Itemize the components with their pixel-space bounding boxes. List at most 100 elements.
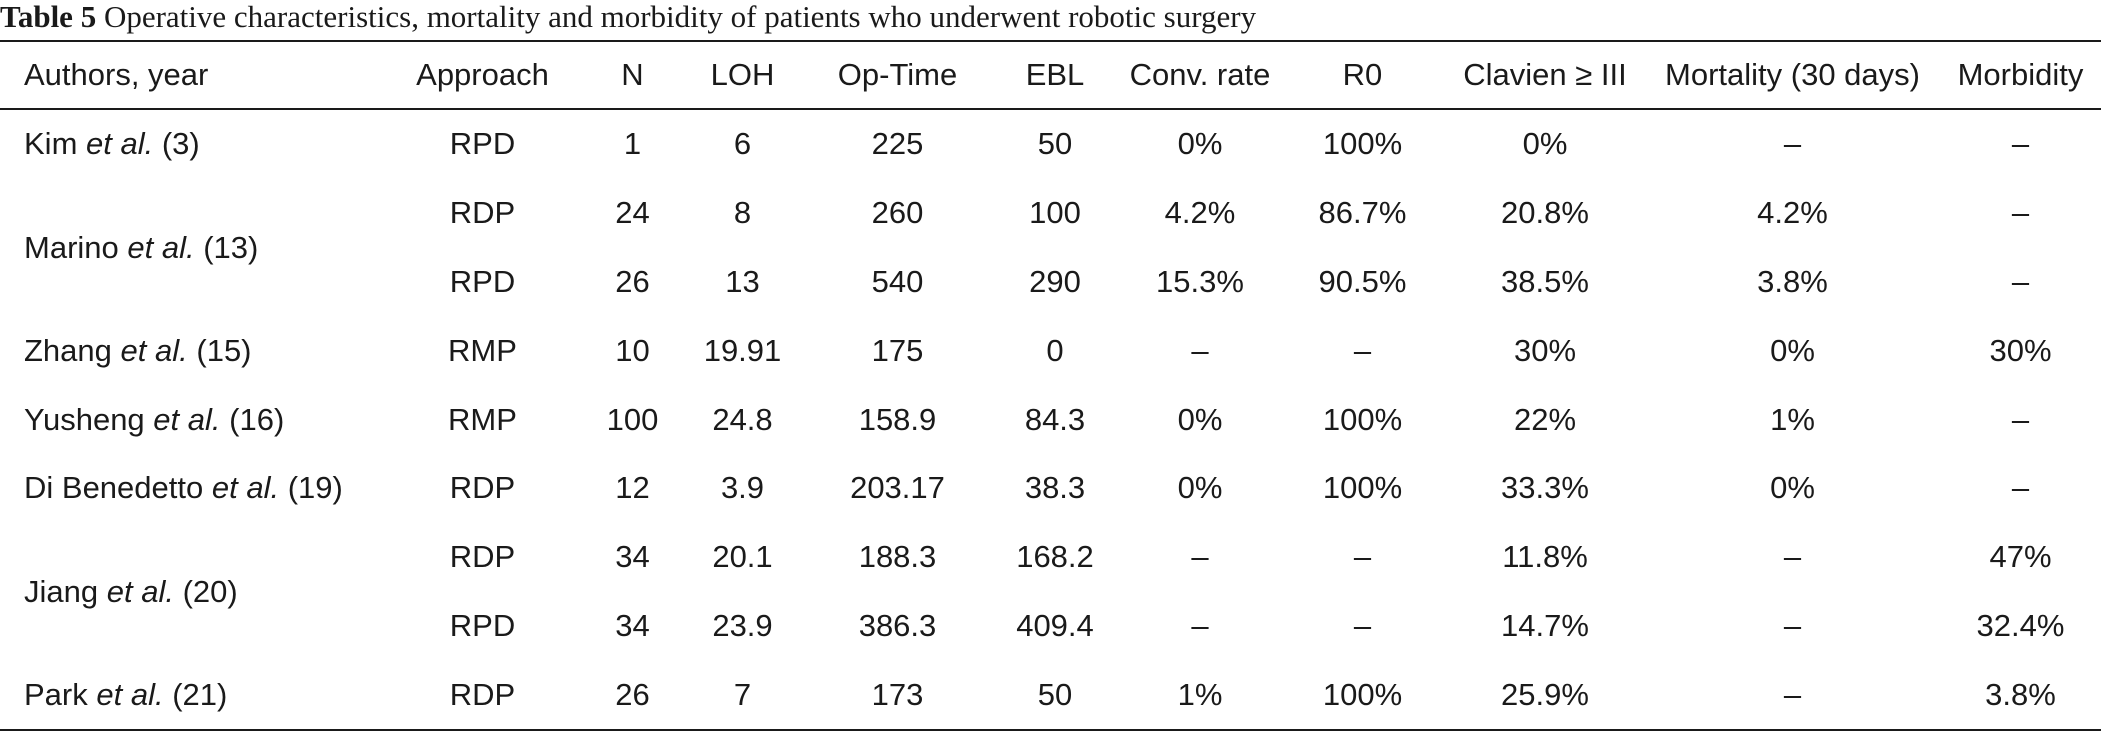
author-name: Jiang [24,573,99,609]
cell-loh: 19.91 [703,332,782,368]
cell-morbidity: 47% [1989,539,2052,575]
author-ref: (16) [229,401,285,437]
author-name: Kim [24,126,78,162]
cell-conv-rate: 0% [1177,470,1223,506]
cell-n: 34 [615,539,650,575]
author-ref: (19) [287,470,343,506]
cell-r0: 100% [1322,401,1403,437]
cell-conv-rate: – [1191,332,1209,368]
cell-op-time: 175 [871,332,924,368]
cell-conv-rate: 0% [1177,126,1223,162]
cell-loh: 20.1 [712,539,773,575]
cell-morbidity: 32.4% [1976,607,2065,643]
cell-n: 26 [615,263,650,299]
author-ref: (13) [203,229,259,265]
table-row: RPD 26 13 540 290 15.3% 90.5% 38.5% 3.8% – [0,248,2101,317]
cell-ebl: 0 [1046,332,1064,368]
cell-clavien: 11.8% [1502,539,1588,575]
cell-loh: 13 [725,263,760,299]
cell-mortality: 0% [1770,332,1815,368]
table-row: Kim et al. (3) RPD 1 6 225 50 0% 100% 0% – – [0,109,2101,179]
author-ref: (15) [196,332,252,368]
author-name: Di Benedetto [24,470,204,506]
col-header-conv-rate: Conv. rate [1129,57,1271,92]
cell-morbidity: – [2011,126,2030,162]
cell-conv-rate: 4.2% [1164,195,1236,231]
author-name: Yusheng [24,401,145,437]
cell-op-time: 540 [871,263,924,299]
cell-op-time: 386.3 [858,607,937,643]
cell-clavien: 20.8% [1501,195,1589,231]
cell-op-time: 158.9 [858,401,937,437]
cell-morbidity: – [2011,401,2030,437]
robotic-surgery-table: Authors, year Approach N LOH Op-Time EBL… [0,40,2101,731]
author-etal: et al. [106,573,174,609]
cell-mortality: 3.8% [1757,263,1828,299]
table-row: Di Benedetto et al. (19) RDP 12 3.9 203.17 38… [0,454,2101,523]
author-etal: et al. [96,676,164,712]
cell-op-time: 203.17 [850,470,945,506]
cell-r0: 100% [1322,126,1403,162]
table-row: Zhang et al. (15) RMP 10 19.91 175 0 – – 30% 0% 30… [0,316,2101,385]
cell-mortality: 0% [1770,470,1815,506]
cell-op-time: 225 [871,126,924,162]
cell-r0: 100% [1280,660,1445,731]
cell-conv-rate: 15.3% [1156,263,1244,299]
cell-conv-rate: – [1191,607,1209,643]
cell-op-time: 260 [871,195,924,231]
cell-n: 1 [623,126,642,162]
cell-r0: 86.7% [1318,195,1407,231]
cell-conv-rate: 0% [1177,401,1223,437]
author-ref: (20) [182,573,238,609]
author-cell: Di Benedetto et al. (19) [0,454,380,523]
author-cell: Zhang et al. (15) [0,316,380,385]
col-header-op-time: Op-Time [837,57,958,92]
cell-conv-rate: – [1191,539,1209,575]
author-name: Marino [24,229,119,265]
table-row: RPD 34 23.9 386.3 409.4 – – 14.7% – 32.4% [0,592,2101,661]
cell-morbidity: – [2011,263,2030,299]
cell-ebl: 409.4 [1016,607,1094,643]
author-etal: et al. [86,126,154,162]
cell-mortality: 4.2% [1757,195,1828,231]
author-ref: (21) [172,676,228,712]
cell-approach: RDP [449,539,516,575]
col-header-authors: Authors, year [24,57,209,92]
cell-ebl: 38.3 [1024,470,1086,506]
cell-ebl: 290 [1029,263,1081,299]
cell-mortality: – [1783,126,1802,162]
header-row: Authors, year Approach N LOH Op-Time EBL… [0,41,2101,109]
cell-n: 12 [615,470,650,506]
author-etal: et al. [127,229,195,265]
cell-loh: 3.9 [720,470,765,506]
cell-loh: 7 [680,660,805,731]
cell-n: 10 [615,332,650,368]
cell-approach: RPD [449,126,516,162]
cell-morbidity: 30% [1989,332,2052,368]
author-cell: Jiang et al. (20) [0,523,380,661]
author-etal: et al. [153,401,221,437]
cell-loh: 8 [733,195,752,231]
cell-loh: 24.8 [712,401,773,437]
cell-mortality: – [1645,660,1940,731]
col-header-approach: Approach [416,57,549,92]
cell-morbidity: – [2011,195,2030,231]
cell-approach: RDP [449,470,516,506]
cell-op-time: 188.3 [858,539,937,575]
cell-clavien: 22% [1513,401,1577,437]
cell-approach: RMP [448,401,517,437]
cell-r0: – [1353,539,1372,575]
cell-morbidity: – [2011,470,2030,506]
cell-op-time: 173 [805,660,990,731]
cell-approach: RMP [448,332,517,368]
col-header-r0: R0 [1342,57,1383,92]
col-header-morbidity: Morbidity [1957,57,2084,92]
cell-clavien: 14.7% [1501,607,1589,643]
cell-loh: 23.9 [712,607,773,643]
cell-r0: 90.5% [1318,263,1407,299]
cell-approach: RDP [380,660,585,731]
author-cell: Marino et al. (13) [0,179,380,317]
table-row: Park et al. (21) RDP 26 7 173 50 1% 100% 25.9% –3… [0,660,2101,731]
author-cell: Park et al. (21) [0,660,380,731]
col-header-mortality: Mortality (30 days) [1665,57,1920,92]
